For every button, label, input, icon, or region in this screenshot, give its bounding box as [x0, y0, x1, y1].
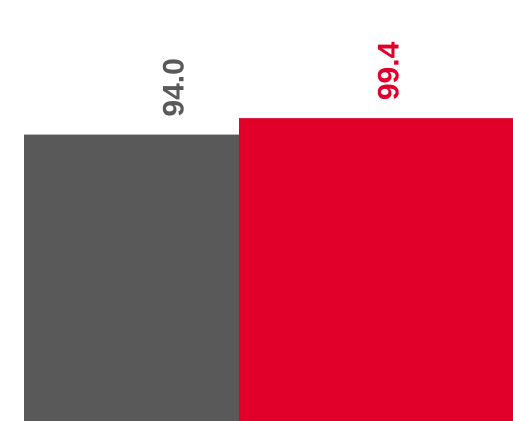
value-label-1: 94.0 [158, 58, 191, 116]
value-label-2: 99.4 [373, 41, 406, 100]
bar-2 [239, 118, 513, 421]
bar-1 [24, 134, 239, 421]
